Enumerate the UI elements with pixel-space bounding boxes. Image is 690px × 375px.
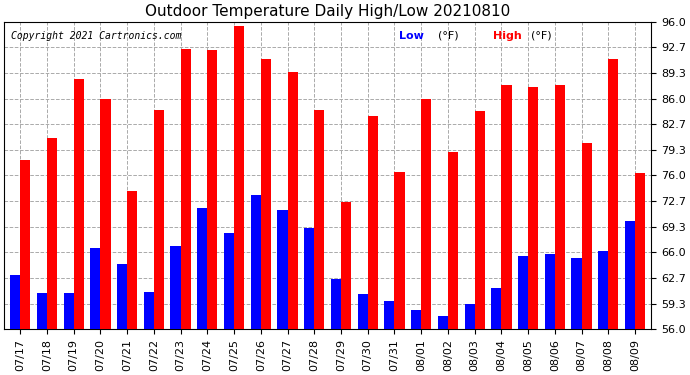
Text: Copyright 2021 Cartronics.com: Copyright 2021 Cartronics.com [10, 31, 181, 41]
Bar [448, 152, 458, 329]
Bar [421, 99, 431, 329]
Bar [101, 99, 110, 329]
Bar [555, 86, 565, 329]
Bar [261, 58, 271, 329]
Bar [571, 258, 582, 329]
Bar [304, 228, 314, 329]
Bar [170, 246, 181, 329]
Bar [197, 208, 207, 329]
Bar [411, 310, 421, 329]
Bar [357, 294, 368, 329]
Bar [277, 210, 288, 329]
Bar [635, 173, 645, 329]
Bar [63, 293, 74, 329]
Bar [20, 160, 30, 329]
Bar [582, 143, 592, 329]
Text: (°F): (°F) [437, 31, 458, 41]
Bar [314, 110, 324, 329]
Bar [464, 304, 475, 329]
Bar [395, 172, 404, 329]
Bar [47, 138, 57, 329]
Bar [475, 111, 485, 329]
Bar [127, 192, 137, 329]
Bar [598, 251, 609, 329]
Title: Outdoor Temperature Daily High/Low 20210810: Outdoor Temperature Daily High/Low 20210… [145, 4, 511, 19]
Bar [368, 116, 378, 329]
Text: Low: Low [399, 31, 424, 41]
Text: (°F): (°F) [531, 31, 552, 41]
Bar [288, 72, 297, 329]
Bar [331, 279, 341, 329]
Bar [437, 316, 448, 329]
Bar [528, 87, 538, 329]
Bar [10, 275, 20, 329]
Bar [144, 292, 154, 329]
Bar [250, 195, 261, 329]
Bar [90, 248, 101, 329]
Bar [154, 110, 164, 329]
Bar [74, 80, 83, 329]
Bar [625, 220, 635, 329]
Bar [37, 293, 47, 329]
Bar [117, 264, 127, 329]
Bar [609, 58, 618, 329]
Text: High: High [493, 31, 522, 41]
Bar [544, 254, 555, 329]
Bar [234, 26, 244, 329]
Bar [181, 49, 190, 329]
Bar [224, 233, 234, 329]
Bar [502, 85, 511, 329]
Bar [384, 301, 395, 329]
Bar [518, 256, 528, 329]
Bar [207, 50, 217, 329]
Bar [341, 202, 351, 329]
Bar [491, 288, 502, 329]
